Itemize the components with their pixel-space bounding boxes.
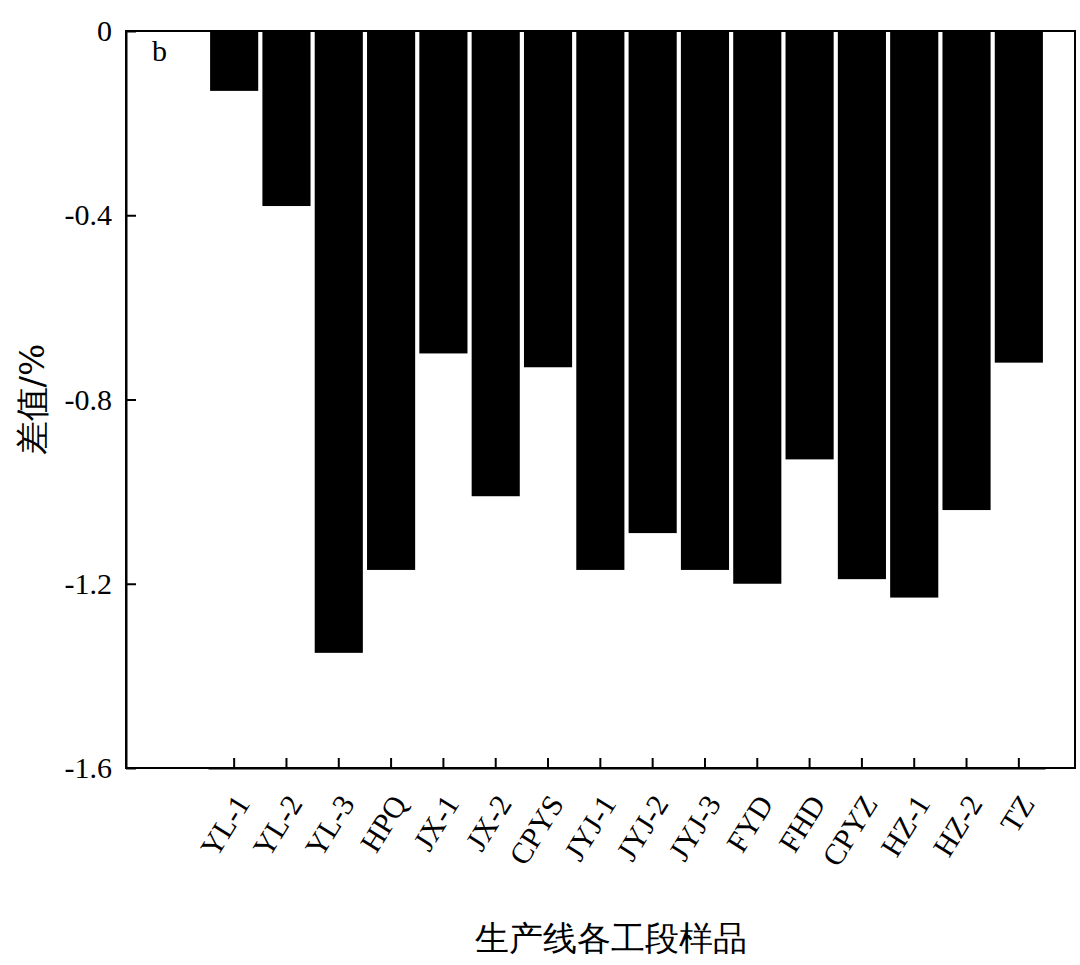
y-tick: -0.8 [65, 383, 137, 416]
chart: 0 -0.4 -0.8 -1.2 -1.6 YL-1YL-2YL-3HPQJX-1JX-2… [0, 0, 1080, 965]
y-tick-label: 0 [97, 14, 112, 47]
x-tick-mark [704, 758, 706, 768]
x-tick: JX-1 [406, 758, 465, 856]
x-tick-label: YL-1 [194, 789, 256, 862]
x-tick-mark [861, 758, 863, 768]
x-tick-mark [652, 758, 654, 768]
x-tick: CPYZ [815, 758, 884, 872]
bar [524, 31, 572, 367]
y-tick-label: -1.6 [65, 751, 113, 784]
x-tick-mark [966, 758, 968, 768]
x-tick: HZ-1 [874, 758, 936, 862]
bar [419, 31, 467, 353]
x-tick: TZ [993, 758, 1040, 838]
bar [942, 31, 990, 510]
x-tick: JYJ-3 [662, 758, 727, 866]
x-tick-mark [285, 758, 287, 768]
x-axis: YL-1YL-2YL-3HPQJX-1JX-2CPYSJYJ-1JYJ-2JYJ… [194, 758, 1046, 872]
y-tick: -1.2 [65, 567, 137, 600]
bar [995, 31, 1043, 363]
bars [210, 31, 1043, 653]
x-tick-label: YL-2 [246, 789, 308, 862]
bar [576, 31, 624, 570]
bar [472, 31, 520, 496]
x-tick: YL-2 [246, 758, 308, 862]
x-tick-mark [913, 758, 915, 768]
bar [681, 31, 729, 570]
bar [210, 31, 258, 91]
bar [629, 31, 677, 533]
x-tick-label: CPYZ [815, 789, 884, 872]
x-tick-label: HZ-1 [874, 789, 936, 862]
y-tick-mark [126, 768, 136, 770]
x-tick: CPYS [502, 758, 570, 870]
y-tick-label: -0.4 [65, 198, 113, 231]
x-tick-label: TZ [993, 789, 1040, 838]
x-axis-line [209, 768, 1046, 770]
x-tick-label: HPQ [353, 789, 413, 858]
x-tick-mark [1018, 758, 1020, 768]
x-tick-mark [495, 758, 497, 768]
x-tick-mark [756, 758, 758, 768]
bar [786, 31, 834, 459]
x-tick-label: YL-3 [298, 789, 360, 862]
x-tick-label: JYJ-1 [557, 789, 622, 866]
y-axis: 0 -0.4 -0.8 -1.2 -1.6 [65, 14, 137, 784]
bar [367, 31, 415, 570]
y-tick: -0.4 [65, 198, 137, 231]
plot-frame [126, 31, 1075, 768]
y-tick-mark [126, 215, 136, 217]
x-axis-title: 生产线各工段样品 [475, 918, 747, 958]
x-tick: HPQ [353, 758, 413, 858]
bar [262, 31, 310, 206]
bar [733, 31, 781, 584]
x-tick-label: JX-1 [406, 789, 465, 856]
x-tick-label: HZ-2 [926, 789, 988, 862]
y-tick-mark [126, 583, 136, 585]
x-tick-mark [390, 758, 392, 768]
panel-label: b [152, 34, 167, 67]
x-tick-mark [338, 758, 340, 768]
x-tick: FYD [719, 758, 779, 858]
bar [838, 31, 886, 579]
y-tick: 0 [97, 14, 136, 47]
y-tick-mark [126, 399, 136, 401]
x-tick: YL-3 [298, 758, 360, 862]
x-tick-label: CPYS [502, 789, 570, 870]
x-tick-mark [809, 758, 811, 768]
y-tick-label: -0.8 [65, 383, 113, 416]
y-axis-title: 差值/% [12, 344, 52, 456]
x-tick-mark [547, 758, 549, 768]
y-tick-label: -1.2 [65, 567, 113, 600]
x-tick-label: JYJ-3 [662, 789, 727, 866]
x-tick-mark [233, 758, 235, 768]
y-tick-mark [126, 31, 136, 33]
x-tick: HZ-2 [926, 758, 988, 862]
x-tick: YL-1 [194, 758, 256, 862]
y-tick: -1.6 [65, 751, 137, 784]
bar [890, 31, 938, 598]
x-tick-mark [599, 758, 601, 768]
x-tick-label: FYD [719, 789, 779, 857]
bar [315, 31, 363, 653]
x-tick-label: JYJ-2 [610, 789, 675, 866]
x-tick-mark [442, 758, 444, 768]
